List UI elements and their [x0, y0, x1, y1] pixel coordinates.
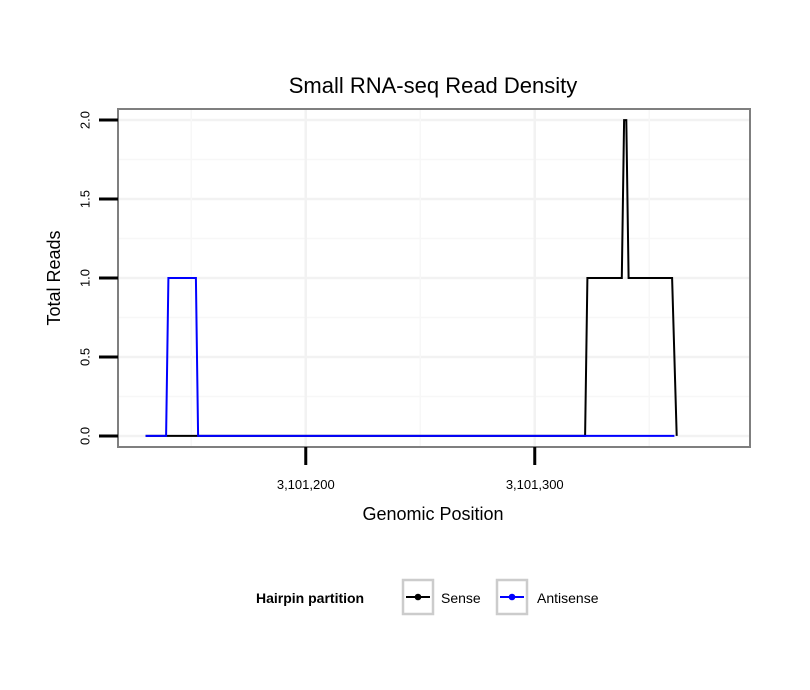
legend-title: Hairpin partition	[256, 590, 364, 606]
chart-title: Small RNA-seq Read Density	[289, 73, 578, 98]
y-tick-label: 2.0	[77, 111, 92, 129]
legend: Hairpin partition Sense Antisense	[256, 578, 599, 616]
y-tick-label: 1.5	[77, 190, 92, 208]
series-lines	[145, 119, 678, 437]
x-tick-label: 3,101,200	[277, 477, 335, 492]
legend-item-sense: Sense	[401, 578, 481, 616]
legend-point-antisense	[508, 593, 516, 601]
x-axis: 3,101,200 3,101,300	[277, 447, 564, 492]
y-tick-label: 0.0	[77, 427, 92, 445]
legend-point-sense	[414, 593, 422, 601]
legend-item-antisense: Antisense	[495, 578, 599, 616]
x-axis-title: Genomic Position	[362, 504, 503, 524]
y-tick-label: 1.0	[77, 269, 92, 287]
y-axis: 0.0 0.5 1.0 1.5 2.0	[77, 111, 118, 445]
plot-panel	[117, 108, 751, 448]
y-axis-title: Total Reads	[44, 230, 64, 325]
x-tick-label: 3,101,300	[506, 477, 564, 492]
y-tick-label: 0.5	[77, 348, 92, 366]
legend-label-antisense: Antisense	[537, 590, 599, 606]
series-line-antisense	[145, 277, 675, 437]
series-line-sense	[145, 119, 678, 437]
legend-label-sense: Sense	[441, 590, 481, 606]
